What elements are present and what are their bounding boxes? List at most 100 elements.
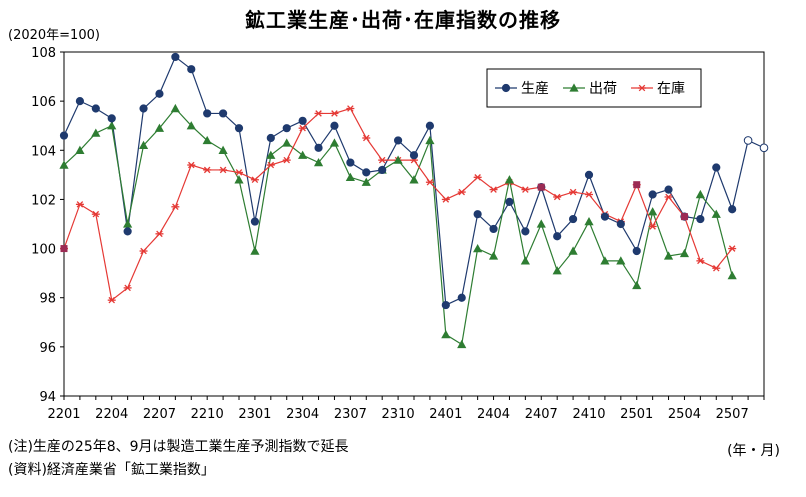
data-point-生産 bbox=[155, 89, 164, 98]
data-point-生産 bbox=[91, 104, 100, 113]
data-point-在庫 bbox=[457, 188, 466, 196]
data-point-生産 bbox=[330, 121, 339, 130]
data-point-生産 bbox=[473, 210, 482, 219]
data-point-生産 bbox=[171, 52, 180, 62]
overlap-marker bbox=[633, 181, 641, 189]
data-point-生産 bbox=[441, 300, 450, 310]
data-point-出荷 bbox=[616, 256, 626, 265]
data-point-出荷 bbox=[632, 280, 642, 290]
data-point-生産 bbox=[393, 136, 403, 145]
data-point-生産 bbox=[457, 293, 466, 302]
data-point-生産 bbox=[553, 232, 562, 241]
y-tick-label: 100 bbox=[31, 243, 56, 258]
data-point-生産 bbox=[728, 205, 737, 214]
data-point-出荷 bbox=[393, 155, 403, 164]
data-point-出荷 bbox=[679, 248, 690, 258]
data-point-出荷 bbox=[59, 160, 69, 169]
data-point-生産 bbox=[425, 121, 435, 130]
data-point-在庫 bbox=[250, 176, 259, 184]
data-point-出荷 bbox=[711, 209, 721, 218]
data-point-出荷 bbox=[695, 189, 705, 199]
y-axis-unit-label: (2020年=100) bbox=[8, 28, 100, 43]
data-point-生産 bbox=[234, 124, 244, 133]
legend-marker-生産 bbox=[501, 83, 511, 93]
data-point-在庫 bbox=[553, 193, 562, 201]
data-point-出荷 bbox=[552, 266, 562, 275]
footnote-source: (資料)経済産業省「鉱工業指数」 bbox=[8, 462, 215, 478]
data-point-出荷 bbox=[91, 128, 101, 137]
data-point-生産 bbox=[489, 224, 498, 234]
x-tick-label: 2407 bbox=[525, 407, 558, 422]
data-point-在庫 bbox=[266, 161, 275, 169]
data-point-生産 bbox=[266, 133, 275, 143]
data-point-出荷 bbox=[441, 329, 451, 339]
x-tick-label: 2401 bbox=[429, 407, 462, 422]
x-tick-label: 2307 bbox=[334, 407, 367, 422]
x-axis-unit-label: (年・月) bbox=[727, 443, 780, 459]
data-point-出荷 bbox=[727, 271, 737, 280]
chart-title: 鉱工業生産･出荷･在庫指数の推移 bbox=[245, 8, 561, 32]
data-point-在庫 bbox=[696, 257, 705, 265]
x-tick-label: 2501 bbox=[620, 407, 653, 422]
data-point-出荷 bbox=[75, 145, 85, 154]
data-point-在庫 bbox=[569, 188, 578, 196]
y-tick-label: 102 bbox=[31, 193, 56, 208]
data-point-在庫 bbox=[330, 110, 339, 117]
legend-marker-出荷 bbox=[569, 83, 579, 92]
data-point-生産 bbox=[203, 109, 212, 118]
data-point-生産 bbox=[107, 114, 116, 123]
data-point-生産 bbox=[521, 227, 530, 236]
legend-box bbox=[486, 68, 702, 108]
data-point-在庫 bbox=[648, 223, 657, 230]
y-tick-label: 94 bbox=[39, 390, 56, 405]
data-point-出荷 bbox=[250, 246, 260, 255]
x-tick-label: 2304 bbox=[286, 407, 319, 422]
data-point-出荷 bbox=[663, 251, 674, 260]
data-point-在庫 bbox=[123, 284, 132, 292]
y-tick-label: 98 bbox=[39, 292, 56, 307]
data-point-在庫 bbox=[187, 161, 196, 169]
data-point-出荷 bbox=[282, 138, 292, 147]
data-point-生産 bbox=[139, 104, 148, 113]
data-point-在庫 bbox=[282, 156, 291, 164]
legend-label-出荷: 出荷 bbox=[589, 81, 617, 97]
data-point-生産 bbox=[75, 97, 85, 106]
data-point-出荷 bbox=[313, 157, 324, 167]
x-tick-label: 2404 bbox=[477, 407, 510, 422]
data-point-生産-forecast bbox=[759, 143, 769, 153]
data-point-在庫 bbox=[473, 174, 482, 181]
data-point-在庫 bbox=[346, 105, 355, 112]
data-point-生産 bbox=[282, 124, 291, 133]
data-point-在庫 bbox=[314, 110, 323, 117]
data-point-在庫 bbox=[362, 134, 371, 142]
data-point-出荷 bbox=[154, 123, 165, 132]
data-point-出荷 bbox=[473, 243, 483, 253]
data-point-在庫 bbox=[75, 201, 84, 208]
data-point-生産 bbox=[346, 158, 355, 167]
data-point-在庫 bbox=[521, 186, 530, 193]
data-point-在庫 bbox=[378, 156, 387, 164]
data-point-出荷 bbox=[568, 246, 578, 255]
x-tick-label: 2207 bbox=[143, 407, 176, 422]
data-point-在庫 bbox=[171, 203, 180, 211]
data-point-出荷 bbox=[425, 135, 435, 145]
data-point-出荷 bbox=[329, 138, 340, 147]
data-point-出荷 bbox=[584, 216, 594, 226]
data-point-生産 bbox=[298, 116, 307, 125]
data-point-生産 bbox=[712, 163, 721, 172]
data-point-生産 bbox=[664, 185, 673, 194]
data-point-出荷 bbox=[457, 339, 467, 349]
data-point-生産 bbox=[187, 65, 196, 74]
data-point-出荷 bbox=[504, 175, 515, 184]
data-point-在庫 bbox=[107, 296, 116, 304]
data-point-在庫 bbox=[425, 178, 434, 186]
footnote-note: (注)生産の25年8、9月は製造工業生産予測指数で延長 bbox=[8, 439, 349, 455]
x-tick-label: 2310 bbox=[382, 407, 415, 422]
data-point-在庫 bbox=[298, 124, 307, 132]
data-point-生産 bbox=[648, 190, 657, 199]
y-tick-label: 108 bbox=[31, 46, 56, 61]
data-point-出荷 bbox=[648, 207, 658, 216]
data-point-在庫 bbox=[585, 191, 593, 198]
data-point-出荷 bbox=[345, 172, 355, 181]
